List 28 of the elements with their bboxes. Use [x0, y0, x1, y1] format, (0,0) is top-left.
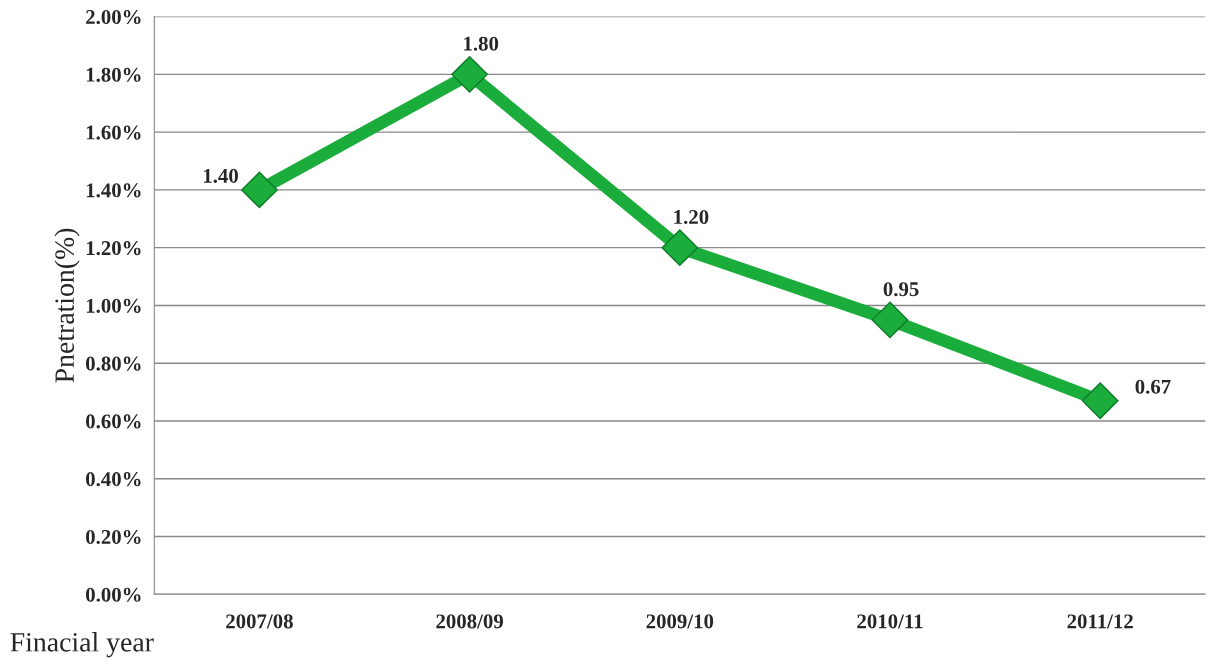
point	[661, 229, 699, 267]
y-tick-label: 1.60%	[86, 125, 141, 140]
point	[871, 301, 909, 339]
y-tick-label: 1.00%	[86, 298, 141, 313]
y-tick-label: 0.80%	[86, 356, 141, 371]
data-label: 0.95	[883, 282, 919, 297]
x-tick-label: 2010/11	[857, 614, 923, 629]
point	[451, 55, 488, 93]
y-tick-label: 0.40%	[86, 472, 141, 487]
y-tick-label: 1.20%	[86, 241, 141, 256]
point	[241, 171, 278, 209]
y-tick-label: 1.40%	[86, 183, 141, 198]
y-tick-label: 2.00%	[86, 9, 141, 25]
data-label: 0.67	[1135, 379, 1171, 394]
x-axis-title: Finacial year	[10, 632, 154, 658]
y-tick-label: 0.00%	[86, 587, 141, 602]
data-label: 1.40	[203, 168, 238, 183]
x-tick-label: 2011/12	[1067, 614, 1133, 629]
x-tick-label: 2009/10	[646, 614, 714, 629]
data-label: 1.80	[464, 36, 499, 51]
y-tick-label: 1.80%	[86, 67, 141, 82]
y-tick-label: 0.60%	[86, 414, 141, 429]
data-label: 1.20	[674, 209, 709, 225]
x-tick-label: 2007/08	[226, 614, 293, 629]
point	[1081, 382, 1119, 420]
x-tick-label: 2008/09	[436, 614, 503, 629]
y-tick-label: 0.20%	[86, 529, 141, 545]
y-axis-title: Pnetration(%)	[54, 228, 80, 383]
